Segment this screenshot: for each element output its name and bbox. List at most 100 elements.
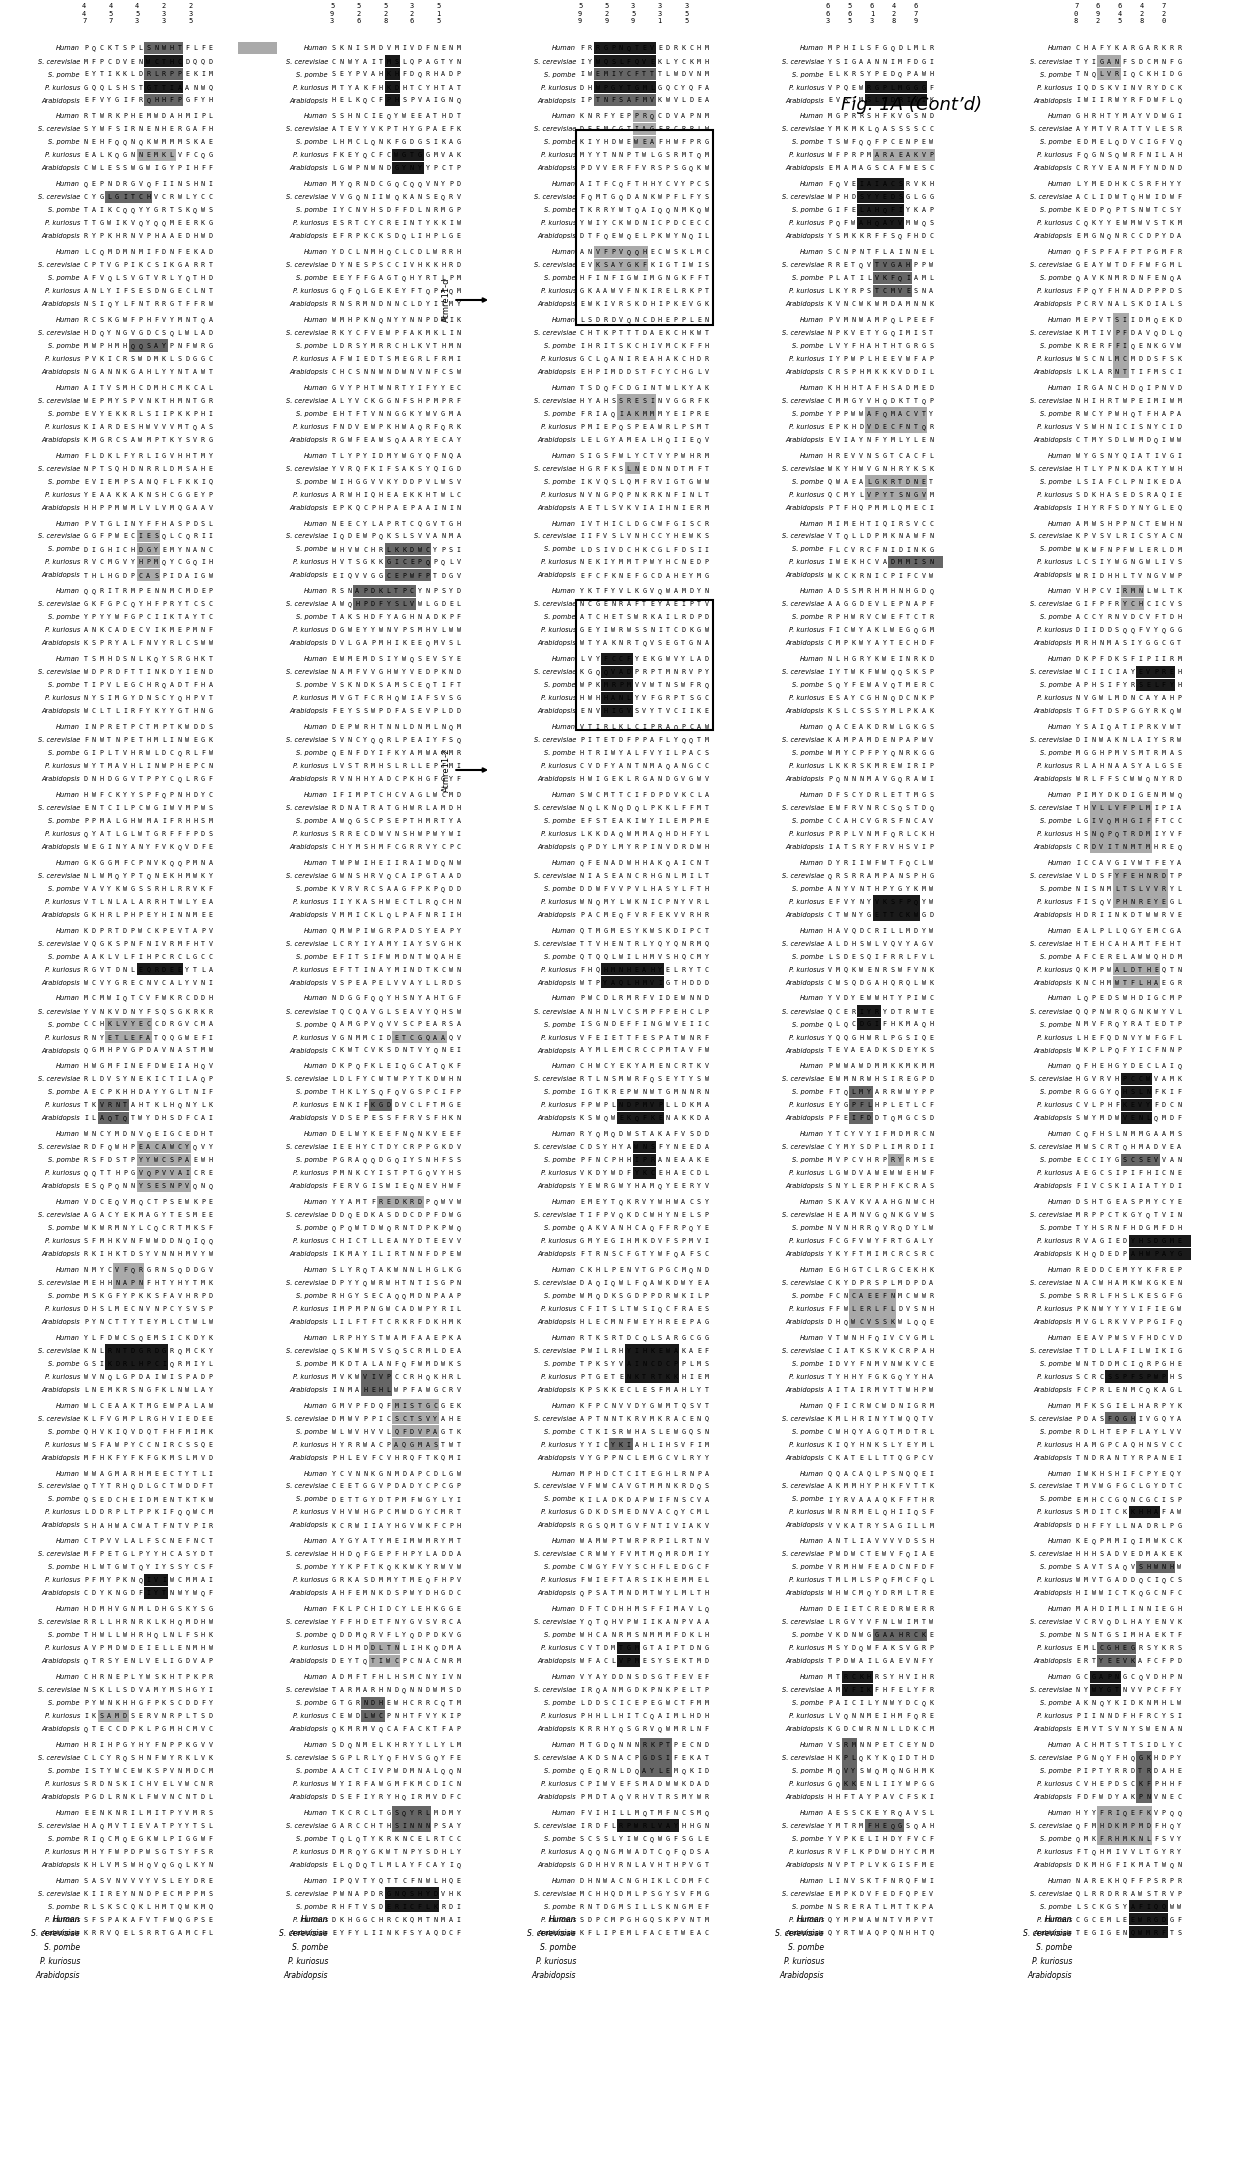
Text: A: A — [1154, 1455, 1158, 1461]
Text: R: R — [619, 602, 622, 606]
Text: G: G — [1091, 454, 1095, 458]
Text: C: C — [697, 927, 701, 933]
Text: N: N — [843, 249, 847, 255]
Text: R: R — [906, 1348, 910, 1354]
Text: F: F — [387, 750, 391, 757]
Text: C: C — [650, 1361, 655, 1367]
Text: I: I — [650, 1577, 655, 1583]
Text: C: C — [604, 1605, 608, 1612]
Text: M: M — [580, 153, 584, 159]
Text: K: K — [580, 1387, 584, 1394]
Text: C: C — [1107, 940, 1111, 947]
Text: G: G — [906, 85, 910, 89]
Text: N: N — [588, 1008, 591, 1014]
Text: F: F — [906, 1836, 910, 1841]
Text: T: T — [704, 329, 709, 336]
Text: N: N — [92, 1132, 95, 1136]
Text: I: I — [874, 1836, 879, 1841]
Text: I: I — [425, 1280, 429, 1287]
Text: F: F — [642, 750, 646, 757]
Text: A: A — [356, 85, 360, 89]
Text: R: R — [332, 805, 336, 811]
Text: K: K — [347, 1374, 351, 1381]
Text: E: E — [1115, 1200, 1118, 1206]
Text: Q: Q — [681, 953, 686, 960]
Text: V: V — [456, 1239, 461, 1243]
Text: L: L — [1122, 1618, 1127, 1625]
Text: A: A — [619, 670, 622, 676]
Text: K: K — [371, 1064, 374, 1069]
Text: C: C — [433, 1699, 438, 1706]
Text: S: S — [418, 465, 422, 471]
Text: F: F — [1122, 1348, 1127, 1354]
Text: D: D — [449, 709, 453, 713]
Text: R: R — [611, 683, 615, 689]
Text: P: P — [650, 233, 655, 240]
Text: P: P — [1091, 1213, 1095, 1217]
Text: L: L — [208, 1795, 213, 1799]
Text: G: G — [890, 1374, 894, 1381]
Text: M: M — [425, 1361, 429, 1367]
Text: A: A — [441, 927, 445, 933]
Text: N: N — [130, 1184, 135, 1189]
Text: E: E — [108, 478, 112, 484]
Text: I: I — [883, 927, 887, 933]
Text: E: E — [347, 521, 351, 526]
Text: W: W — [697, 844, 701, 851]
Text: E: E — [1177, 1171, 1182, 1176]
Text: S. cerevisiae: S. cerevisiae — [781, 602, 825, 606]
Text: F: F — [410, 1387, 414, 1394]
Text: W: W — [387, 1280, 391, 1287]
Text: I: I — [208, 181, 213, 188]
Text: A: A — [356, 1577, 360, 1583]
Text: E: E — [387, 1132, 391, 1136]
Text: R: R — [449, 249, 453, 255]
Text: S. cerevisiae: S. cerevisiae — [1029, 1077, 1073, 1082]
Text: F: F — [193, 98, 197, 103]
Text: S: S — [201, 602, 205, 606]
Text: W: W — [704, 207, 709, 214]
Text: F: F — [588, 275, 591, 281]
Text: Human: Human — [552, 521, 577, 526]
Text: N: N — [1177, 1725, 1182, 1732]
Text: N: N — [1115, 1455, 1118, 1461]
Text: A: A — [611, 1795, 615, 1799]
Text: S: S — [666, 153, 670, 159]
Text: L: L — [115, 683, 119, 689]
Text: G: G — [185, 561, 190, 565]
Text: A: A — [1138, 329, 1142, 336]
Text: K: K — [921, 181, 925, 188]
Text: H: H — [456, 912, 461, 918]
Text: A: A — [1162, 696, 1166, 702]
Text: I: I — [626, 356, 631, 362]
Text: C: C — [1177, 1743, 1182, 1747]
Text: M: M — [1107, 641, 1111, 646]
Text: A: A — [201, 1387, 205, 1394]
Text: H: H — [139, 1756, 143, 1760]
Text: R: R — [410, 1114, 414, 1121]
Text: I: I — [843, 1605, 847, 1612]
Text: H: H — [371, 859, 374, 866]
Text: D: D — [387, 166, 391, 172]
Text: F: F — [130, 953, 135, 960]
Text: R: R — [449, 1509, 453, 1516]
Text: K: K — [115, 72, 119, 79]
Text: T: T — [836, 1132, 839, 1136]
Text: V: V — [883, 262, 887, 268]
Text: N: N — [611, 1631, 615, 1638]
Text: E: E — [1115, 953, 1118, 960]
Text: A: A — [340, 1823, 343, 1830]
Text: M: M — [1084, 1483, 1087, 1490]
Text: I: I — [1084, 885, 1087, 892]
Text: M: M — [852, 1577, 856, 1583]
Text: F: F — [170, 98, 174, 103]
Bar — [866, 475, 928, 489]
Text: S: S — [914, 1795, 918, 1799]
Text: V: V — [410, 46, 414, 52]
Text: G: G — [1154, 641, 1158, 646]
Text: H: H — [1091, 683, 1095, 689]
Text: F: F — [852, 1252, 856, 1256]
Text: H: H — [697, 912, 701, 918]
Text: A: A — [1177, 410, 1182, 417]
Text: R: R — [650, 491, 655, 497]
